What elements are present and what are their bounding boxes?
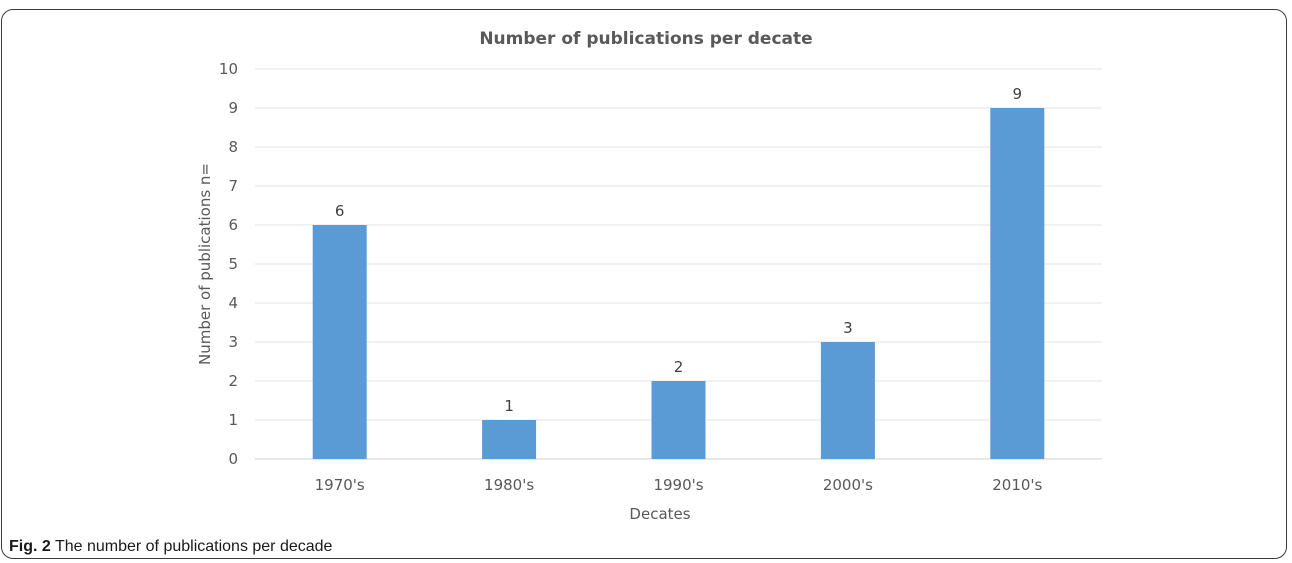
x-axis-ticks: 1970's 1980's 1990's 2000's 2010's (315, 476, 1043, 494)
data-label: 6 (335, 202, 345, 220)
data-label: 2 (674, 358, 684, 376)
y-tick-label: 8 (228, 138, 238, 156)
caption-text: The number of publications per decade (54, 538, 333, 555)
y-axis-title: Number of publications n= (196, 163, 214, 365)
figure-frame (1, 9, 1287, 559)
x-tick-label: 1970's (315, 476, 365, 494)
y-tick-label: 9 (228, 99, 238, 117)
y-axis-ticks: 0 1 2 3 4 5 6 7 8 9 10 (219, 60, 238, 468)
bar (651, 381, 706, 459)
bar (820, 342, 875, 459)
x-tick-label: 1990's (653, 476, 703, 494)
bar (482, 420, 537, 459)
y-tick-label: 6 (228, 216, 238, 234)
x-tick-label: 2000's (823, 476, 873, 494)
y-tick-label: 10 (219, 60, 238, 78)
y-tick-label: 7 (228, 177, 238, 195)
x-tick-label: 1980's (484, 476, 534, 494)
gridlines (255, 68, 1102, 460)
bars (312, 108, 1045, 459)
y-tick-label: 5 (228, 255, 238, 273)
figure-caption: Fig. 2 The number of publications per de… (9, 538, 332, 556)
y-tick-label: 2 (228, 372, 238, 390)
caption-label: Fig. 2 (9, 538, 51, 555)
x-tick-label: 2010's (992, 476, 1042, 494)
chart-title: Number of publications per decate (479, 29, 812, 49)
data-labels: 6 1 2 3 9 (335, 85, 1022, 415)
bar (312, 225, 367, 459)
y-tick-label: 4 (228, 294, 238, 312)
data-label: 9 (1013, 85, 1023, 103)
x-axis-title: Decates (629, 505, 690, 523)
data-label: 3 (843, 319, 853, 337)
y-tick-label: 3 (228, 333, 238, 351)
data-label: 1 (504, 397, 514, 415)
bar (990, 108, 1045, 459)
y-tick-label: 1 (228, 411, 238, 429)
y-tick-label: 0 (228, 450, 238, 468)
